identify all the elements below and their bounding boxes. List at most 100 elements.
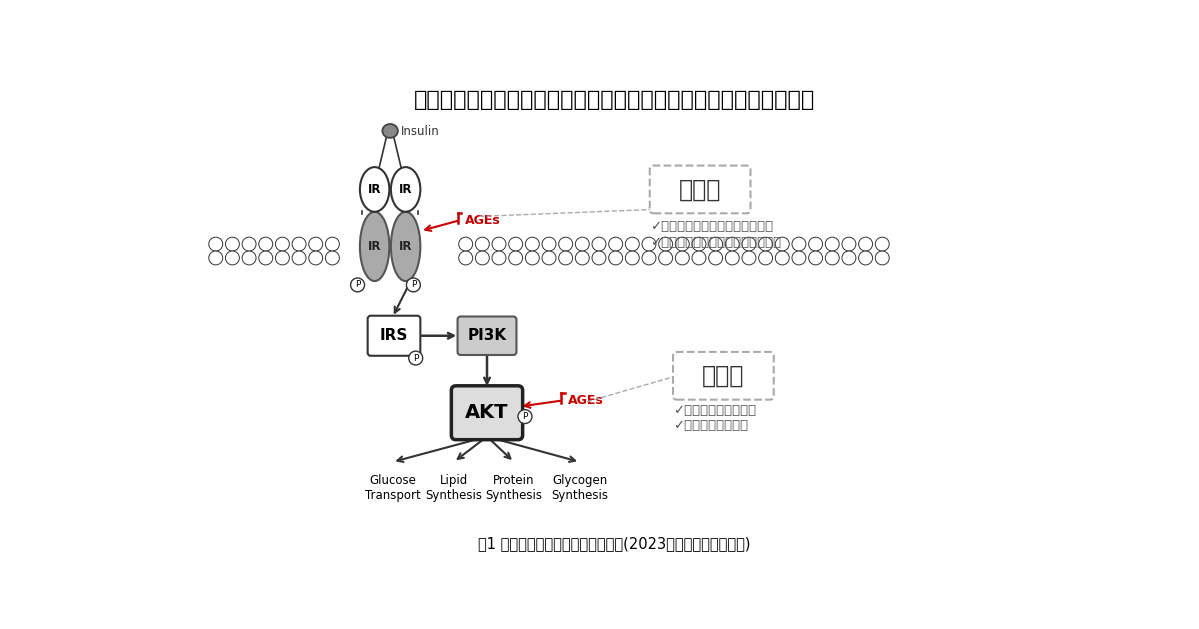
FancyBboxPatch shape [458,316,517,355]
Ellipse shape [609,251,622,265]
Text: IR: IR [368,183,381,196]
Ellipse shape [542,237,556,251]
Ellipse shape [742,251,755,265]
Text: ✓促進胰島素帶入葡萄糖至細胞利用: ✓促進胰島素帶入葡萄糖至細胞利用 [650,236,781,248]
Ellipse shape [641,251,656,265]
Text: 高醣控: 高醣控 [703,364,745,388]
Text: 高醣控: 高醣控 [679,177,722,201]
Ellipse shape [309,251,323,265]
Ellipse shape [475,251,489,265]
Ellipse shape [842,251,856,265]
Ellipse shape [360,212,390,281]
FancyBboxPatch shape [368,316,421,356]
Ellipse shape [875,251,890,265]
Text: Protein
Synthesis: Protein Synthesis [486,474,543,503]
Text: PI3K: PI3K [468,328,506,343]
Ellipse shape [658,237,673,251]
Ellipse shape [508,237,523,251]
Text: IR: IR [368,240,381,253]
Ellipse shape [293,237,306,251]
Ellipse shape [725,237,740,251]
Ellipse shape [626,237,639,251]
Ellipse shape [793,251,806,265]
Text: AGEs: AGEs [465,214,501,226]
Ellipse shape [759,237,772,251]
Ellipse shape [360,167,390,212]
Ellipse shape [559,251,573,265]
Ellipse shape [409,351,423,365]
Ellipse shape [508,251,523,265]
Text: Glycogen
Synthesis: Glycogen Synthesis [552,474,609,503]
FancyBboxPatch shape [673,352,773,399]
Text: IR: IR [399,183,412,196]
Ellipse shape [325,237,339,251]
Text: ✓緩解葡萄糖運輸異常: ✓緩解葡萄糖運輸異常 [673,403,757,416]
Ellipse shape [709,251,723,265]
Ellipse shape [592,251,605,265]
Ellipse shape [209,237,223,251]
Ellipse shape [492,251,506,265]
Ellipse shape [559,237,573,251]
Ellipse shape [626,251,639,265]
Ellipse shape [225,237,240,251]
Ellipse shape [793,237,806,251]
Ellipse shape [276,251,289,265]
Ellipse shape [641,237,656,251]
Ellipse shape [309,237,323,251]
Ellipse shape [293,251,306,265]
Text: ✓調控能量正常合成: ✓調控能量正常合成 [673,419,748,432]
Ellipse shape [576,251,589,265]
Ellipse shape [259,237,272,251]
Ellipse shape [709,237,723,251]
Ellipse shape [406,278,421,292]
Ellipse shape [658,251,673,265]
Text: IR: IR [399,240,412,253]
Ellipse shape [391,212,421,281]
Text: P: P [355,281,360,289]
Text: IRS: IRS [380,328,408,343]
Ellipse shape [725,251,740,265]
Text: AKT: AKT [465,403,508,422]
Ellipse shape [525,251,540,265]
Ellipse shape [825,237,839,251]
Ellipse shape [776,251,789,265]
Text: P: P [411,281,416,289]
Ellipse shape [350,278,364,292]
Ellipse shape [858,251,873,265]
Ellipse shape [875,237,890,251]
Ellipse shape [391,167,421,212]
Text: 圖1 高血糖影響細胞內分子路徑機制(2023拜寧膳能研發部繪製): 圖1 高血糖影響細胞內分子路徑機制(2023拜寧膳能研發部繪製) [478,536,751,551]
Text: AGEs: AGEs [568,394,604,407]
Ellipse shape [459,251,472,265]
Ellipse shape [242,237,257,251]
Ellipse shape [518,409,532,423]
Ellipse shape [492,237,506,251]
Ellipse shape [382,124,398,138]
Ellipse shape [808,251,823,265]
Ellipse shape [776,237,789,251]
Ellipse shape [242,251,257,265]
Ellipse shape [209,251,223,265]
Ellipse shape [742,237,755,251]
Ellipse shape [592,237,605,251]
Ellipse shape [675,237,689,251]
Ellipse shape [259,251,272,265]
Text: Lipid
Synthesis: Lipid Synthesis [426,474,482,503]
Text: Glucose
Transport: Glucose Transport [364,474,421,503]
Text: P: P [523,412,528,421]
Ellipse shape [475,237,489,251]
FancyBboxPatch shape [650,165,751,213]
Ellipse shape [276,237,289,251]
FancyBboxPatch shape [451,386,523,440]
Text: P: P [412,353,418,362]
Ellipse shape [808,237,823,251]
Ellipse shape [576,237,589,251]
Ellipse shape [459,237,472,251]
Ellipse shape [225,251,240,265]
Ellipse shape [825,251,839,265]
Text: ✓緩解細胞膜上胰島素受體不敏感: ✓緩解細胞膜上胰島素受體不敏感 [650,220,773,233]
Ellipse shape [858,237,873,251]
Text: 高血糖風險族群產生之發炎因子影響膜上胰島素受體及能量代謝路徑: 高血糖風險族群產生之發炎因子影響膜上胰島素受體及能量代謝路徑 [414,90,815,110]
Ellipse shape [609,237,622,251]
Ellipse shape [842,237,856,251]
